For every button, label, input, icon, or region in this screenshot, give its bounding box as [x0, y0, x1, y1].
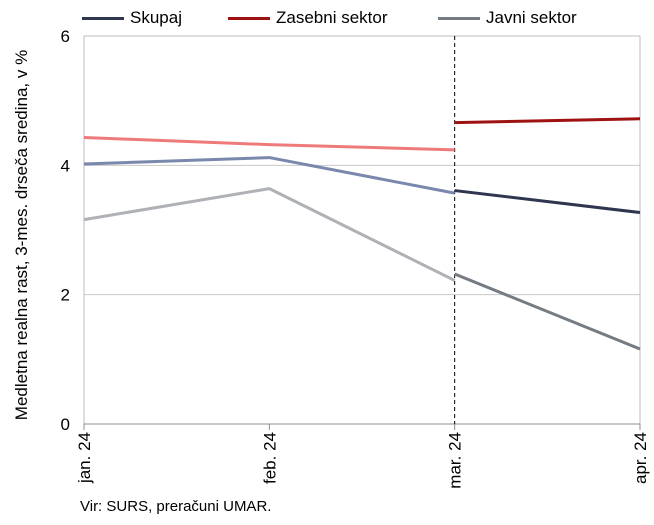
legend-label-skupaj: Skupaj — [130, 8, 182, 27]
series-line-left-1 — [83, 136, 455, 152]
legend-swatch-zasebni — [228, 16, 270, 20]
x-tick-label-2: mar. 24 — [446, 432, 465, 489]
legend-label-zasebni: Zasebni sektor — [276, 8, 388, 27]
y-tick-label-6: 6 — [61, 27, 70, 46]
series-line-right-2 — [454, 272, 641, 351]
legend-swatch-skupaj — [82, 16, 124, 20]
series-line-right-0 — [454, 189, 641, 215]
y-tick-label-4: 4 — [61, 156, 70, 175]
chart-legend: Skupaj Zasebni sektor Javni sektor — [0, 8, 654, 32]
legend-item-skupaj: Skupaj — [82, 8, 182, 28]
legend-item-zasebni: Zasebni sektor — [228, 8, 388, 28]
x-tick-label-0: jan. 24 — [75, 432, 94, 484]
source-note: Vir: SURS, preračuni UMAR. — [80, 498, 272, 515]
series-line-left-0 — [83, 156, 455, 195]
legend-label-javni: Javni sektor — [486, 8, 577, 27]
legend-swatch-javni — [438, 16, 480, 20]
x-tick-label-1: feb. 24 — [260, 432, 279, 484]
y-tick-label-0: 0 — [61, 415, 70, 434]
series-line-left-2 — [83, 187, 456, 282]
legend-item-javni: Javni sektor — [438, 8, 577, 28]
y-tick-label-2: 2 — [61, 286, 70, 305]
plot-area-border — [83, 35, 641, 425]
x-tick-label-3: apr. 24 — [631, 432, 650, 484]
series-line-right-1 — [454, 117, 641, 125]
